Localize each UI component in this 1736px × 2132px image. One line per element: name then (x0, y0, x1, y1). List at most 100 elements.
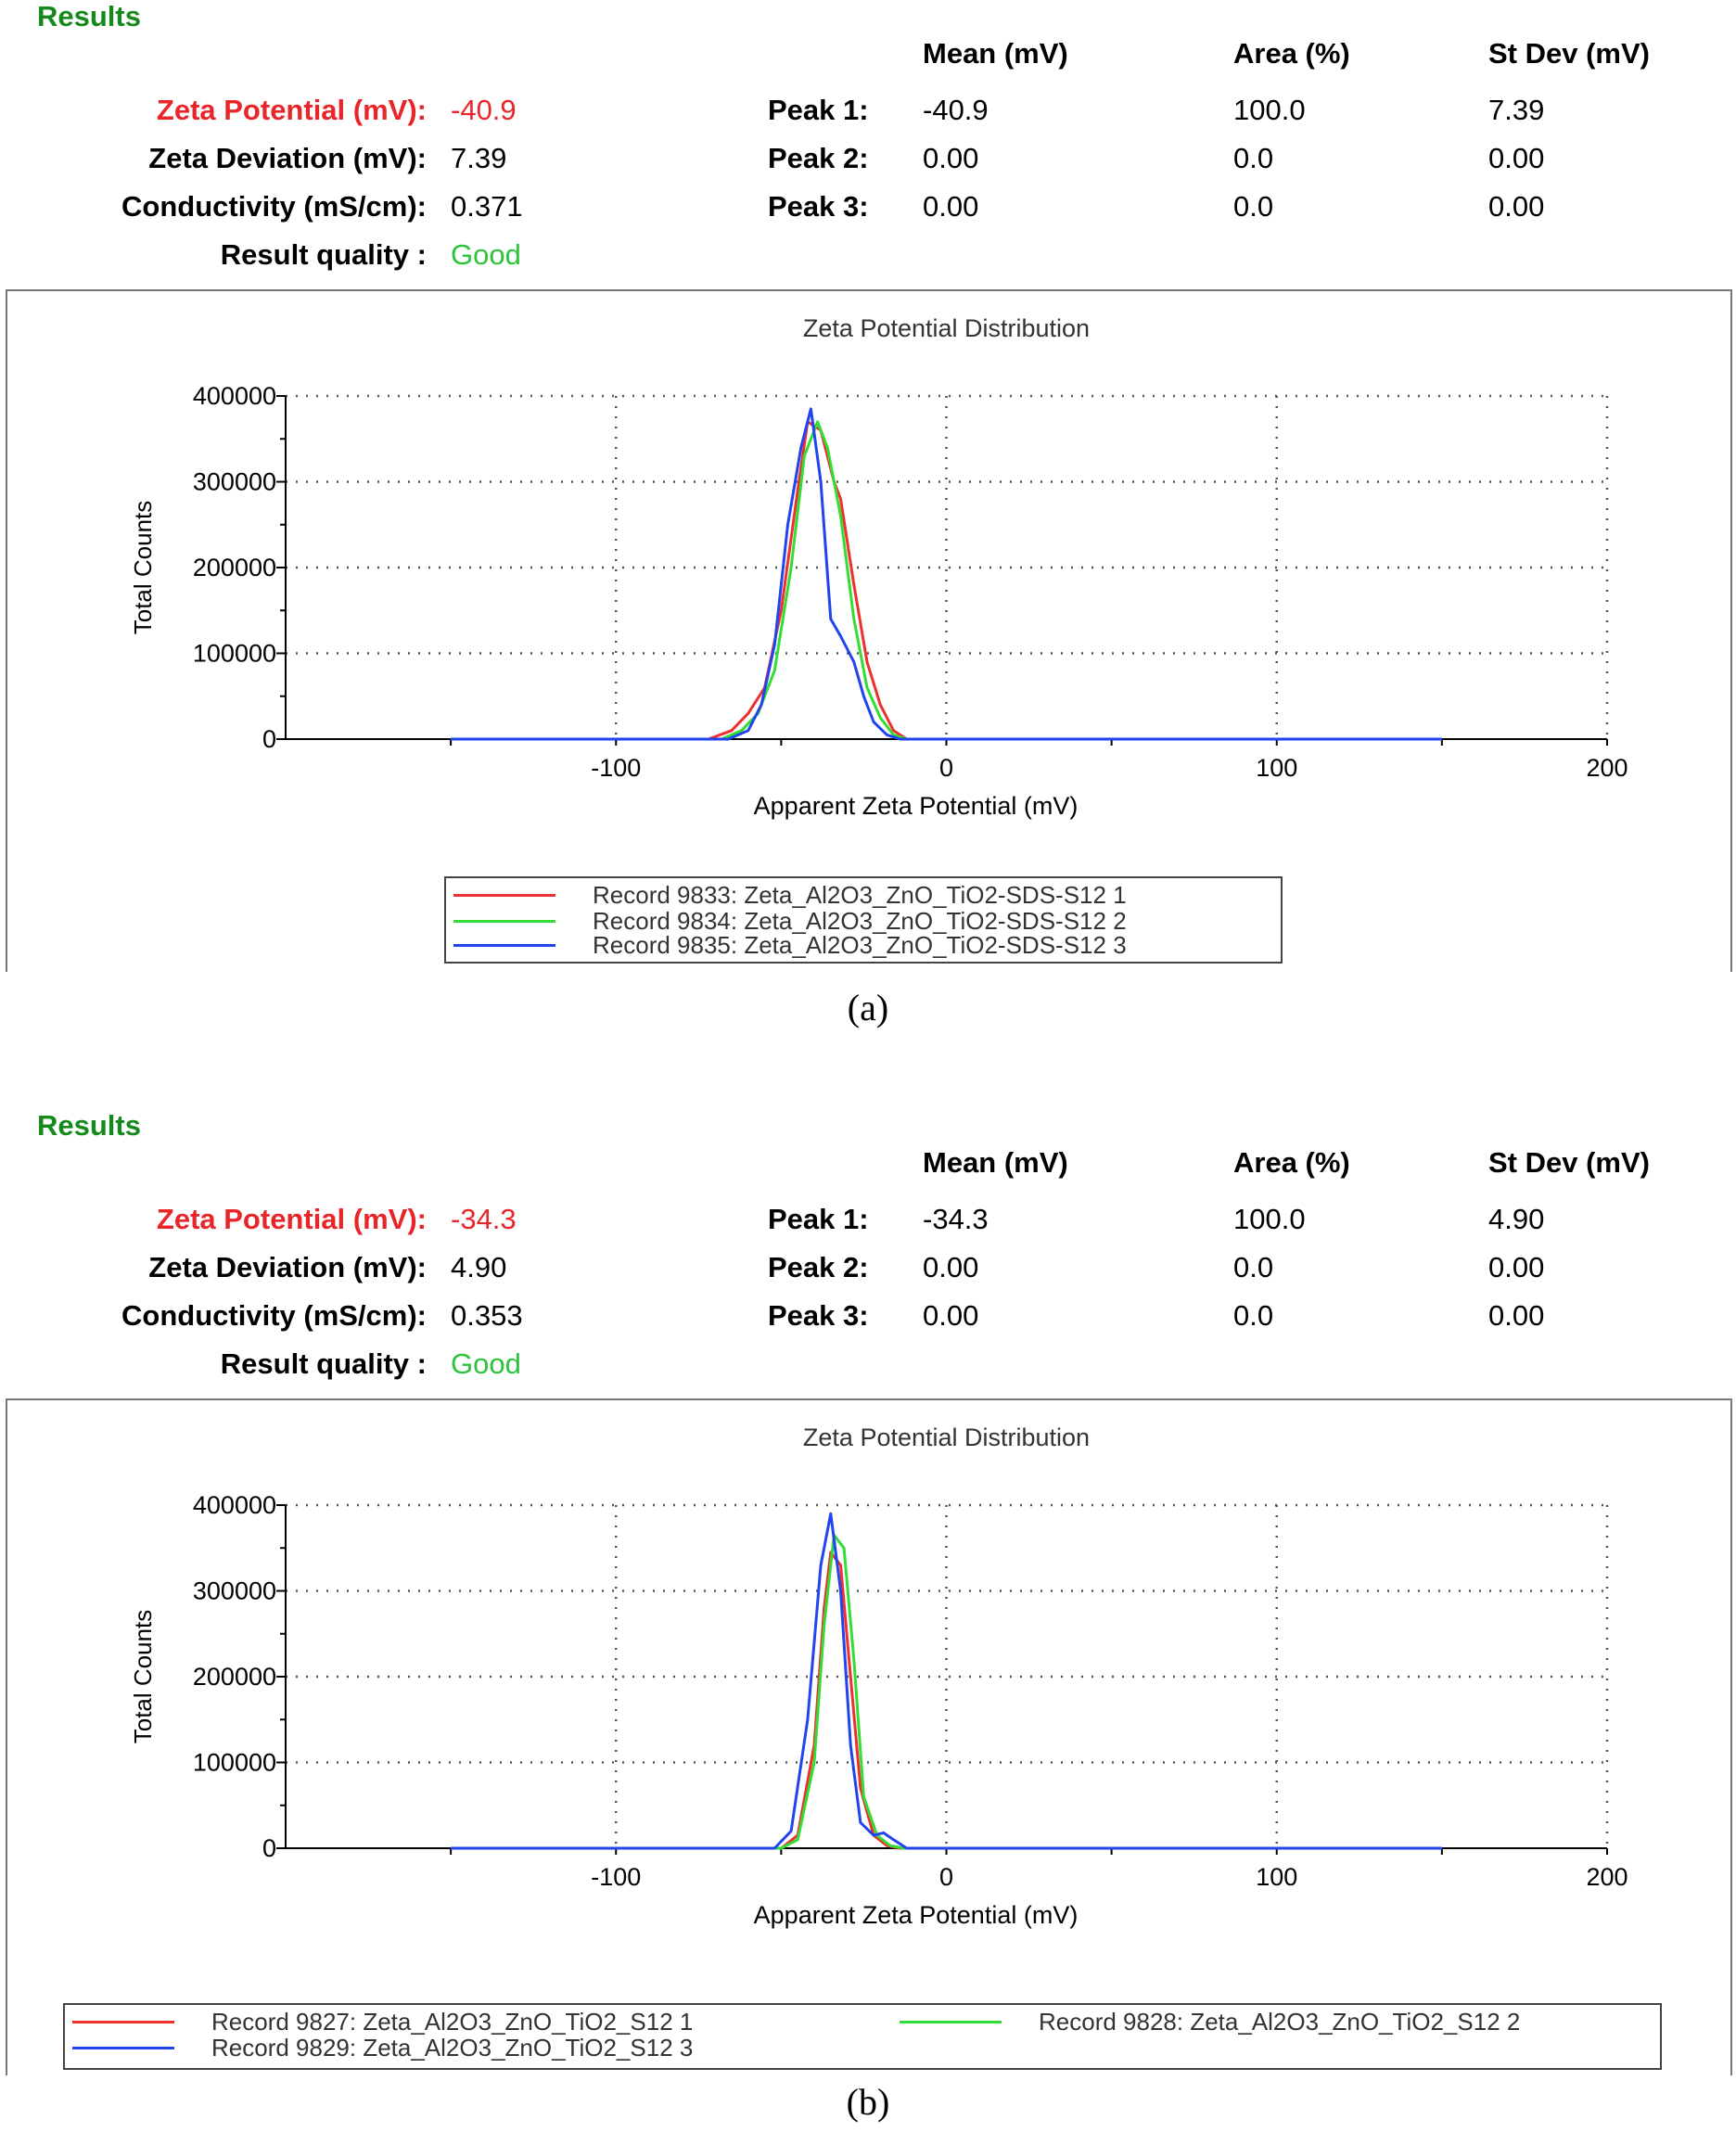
figure-caption: (a) (847, 987, 889, 1028)
x-tick-label: -100 (591, 1863, 641, 1891)
legend-swatch (453, 944, 555, 947)
zeta-deviation-label: Zeta Deviation (mV): (148, 1251, 427, 1283)
peak-1-mean: -34.3 (923, 1203, 989, 1235)
legend-swatch (72, 2047, 174, 2049)
legend-item: Record 9829: Zeta_Al2O3_ZnO_TiO2_S12 3 (72, 2035, 888, 2061)
legend-item: Record 9834: Zeta_Al2O3_ZnO_TiO2-SDS-S12… (453, 908, 1270, 934)
y-tick-label: 100000 (193, 1749, 276, 1777)
peak-3-label: Peak 3: (768, 190, 869, 223)
x-tick-label: 0 (939, 754, 953, 782)
legend-label: Record 9829: Zeta_Al2O3_ZnO_TiO2_S12 3 (211, 2034, 694, 2062)
result-quality-label: Result quality : (220, 238, 427, 271)
x-axis-label: Apparent Zeta Potential (mV) (754, 1901, 1079, 1929)
peak-3-mean: 0.00 (923, 190, 979, 223)
x-tick-label: 200 (1586, 754, 1628, 782)
chart-legend: Record 9833: Zeta_Al2O3_ZnO_TiO2-SDS-S12… (444, 876, 1283, 964)
y-tick-label: 100000 (193, 640, 276, 668)
chart-legend: Record 9827: Zeta_Al2O3_ZnO_TiO2_S12 1 R… (63, 2003, 1662, 2070)
peak-1-area: 100.0 (1233, 94, 1306, 126)
peak-1-label: Peak 1: (768, 1203, 869, 1235)
x-tick-label: 200 (1586, 1863, 1628, 1891)
legend-label: Record 9834: Zeta_Al2O3_ZnO_TiO2-SDS-S12… (593, 907, 1127, 935)
legend-swatch (453, 894, 555, 897)
legend-item: Record 9827: Zeta_Al2O3_ZnO_TiO2_S12 1 (72, 2009, 888, 2035)
chart-title: Zeta Potential Distribution (803, 314, 1090, 342)
peak-3-area: 0.0 (1233, 1299, 1274, 1332)
peak-2-stdev: 0.00 (1488, 1251, 1545, 1283)
peak-2-label: Peak 2: (768, 142, 869, 174)
legend-label: Record 9827: Zeta_Al2O3_ZnO_TiO2_S12 1 (211, 2008, 694, 2036)
y-tick-label: 300000 (193, 1577, 276, 1605)
zeta-deviation-value: 4.90 (451, 1251, 507, 1283)
x-tick-label: 100 (1256, 754, 1297, 782)
y-tick-label: 200000 (193, 1663, 276, 1691)
legend-label: Record 9835: Zeta_Al2O3_ZnO_TiO2-SDS-S12… (593, 931, 1127, 959)
results-heading: Results (37, 0, 141, 32)
legend-label: Record 9833: Zeta_Al2O3_ZnO_TiO2-SDS-S12… (593, 881, 1127, 909)
zeta-distribution-chart: Zeta Potential Distribution 0 100000 200000… (129, 1423, 1628, 1929)
chart-frame: Zeta Potential Distribution 0 100000 200000… (6, 289, 1732, 972)
y-tick-label: 400000 (193, 1491, 276, 1519)
column-header-mean: Mean (mV) (923, 1146, 1068, 1179)
peak-3-mean: 0.00 (923, 1299, 979, 1332)
column-header-stdev: St Dev (mV) (1488, 37, 1650, 70)
peak-2-label: Peak 2: (768, 1251, 869, 1283)
legend-item: Record 9828: Zeta_Al2O3_ZnO_TiO2_S12 2 (900, 2009, 1651, 2035)
legend-swatch (900, 2021, 1002, 2023)
x-tick-label: 100 (1256, 1863, 1297, 1891)
peak-3-area: 0.0 (1233, 190, 1274, 223)
peak-1-label: Peak 1: (768, 94, 869, 126)
legend-item: Record 9833: Zeta_Al2O3_ZnO_TiO2-SDS-S12… (453, 882, 1270, 908)
legend-label: Record 9828: Zeta_Al2O3_ZnO_TiO2_S12 2 (1039, 2008, 1521, 2036)
y-tick-label: 300000 (193, 468, 276, 496)
peak-2-area: 0.0 (1233, 1251, 1274, 1283)
zeta-deviation-label: Zeta Deviation (mV): (148, 142, 427, 174)
chart-frame: Zeta Potential Distribution 0 100000 200000… (6, 1398, 1732, 2075)
peak-2-mean: 0.00 (923, 1251, 979, 1283)
results-heading: Results (37, 1109, 141, 1142)
peak-2-area: 0.0 (1233, 142, 1274, 174)
column-header-mean: Mean (mV) (923, 37, 1068, 70)
x-tick-label: -100 (591, 754, 641, 782)
legend-swatch (72, 2021, 174, 2023)
series-line (451, 1533, 1442, 1850)
zeta-potential-value: -34.3 (451, 1203, 517, 1235)
conductivity-label: Conductivity (mS/cm): (121, 1299, 427, 1332)
result-quality-label: Result quality : (220, 1347, 427, 1380)
peak-1-stdev: 4.90 (1488, 1203, 1545, 1235)
series-line (451, 1512, 1442, 1850)
column-header-area: Area (%) (1233, 1146, 1350, 1179)
y-tick-label: 0 (262, 1834, 276, 1862)
legend-swatch (453, 920, 555, 923)
y-tick-label: 0 (262, 725, 276, 753)
zeta-potential-label: Zeta Potential (mV): (156, 94, 427, 126)
peak-3-label: Peak 3: (768, 1299, 869, 1332)
y-axis-label: Total Counts (129, 501, 157, 635)
series-line (451, 420, 1442, 741)
zeta-potential-value: -40.9 (451, 94, 517, 126)
x-axis-label: Apparent Zeta Potential (mV) (754, 792, 1079, 820)
zeta-potential-label: Zeta Potential (mV): (156, 1203, 427, 1235)
conductivity-value: 0.371 (451, 190, 523, 223)
figure-caption: (b) (846, 2081, 890, 2123)
result-quality-value: Good (451, 238, 521, 271)
y-tick-label: 200000 (193, 554, 276, 581)
conductivity-value: 0.353 (451, 1299, 523, 1332)
result-quality-value: Good (451, 1347, 521, 1380)
peak-3-stdev: 0.00 (1488, 1299, 1545, 1332)
y-tick-label: 400000 (193, 382, 276, 410)
peak-1-mean: -40.9 (923, 94, 989, 126)
conductivity-label: Conductivity (mS/cm): (121, 190, 427, 223)
y-axis-label: Total Counts (129, 1610, 157, 1744)
peak-2-mean: 0.00 (923, 142, 979, 174)
column-header-area: Area (%) (1233, 37, 1350, 70)
peak-2-stdev: 0.00 (1488, 142, 1545, 174)
series-line (451, 407, 1442, 741)
legend-item: Record 9835: Zeta_Al2O3_ZnO_TiO2-SDS-S12… (453, 932, 1270, 958)
x-tick-label: 0 (939, 1863, 953, 1891)
peak-1-area: 100.0 (1233, 1203, 1306, 1235)
zeta-distribution-chart: Zeta Potential Distribution 0 100000 200000… (129, 314, 1628, 820)
zeta-deviation-value: 7.39 (451, 142, 507, 174)
chart-title: Zeta Potential Distribution (803, 1423, 1090, 1451)
peak-1-stdev: 7.39 (1488, 94, 1545, 126)
